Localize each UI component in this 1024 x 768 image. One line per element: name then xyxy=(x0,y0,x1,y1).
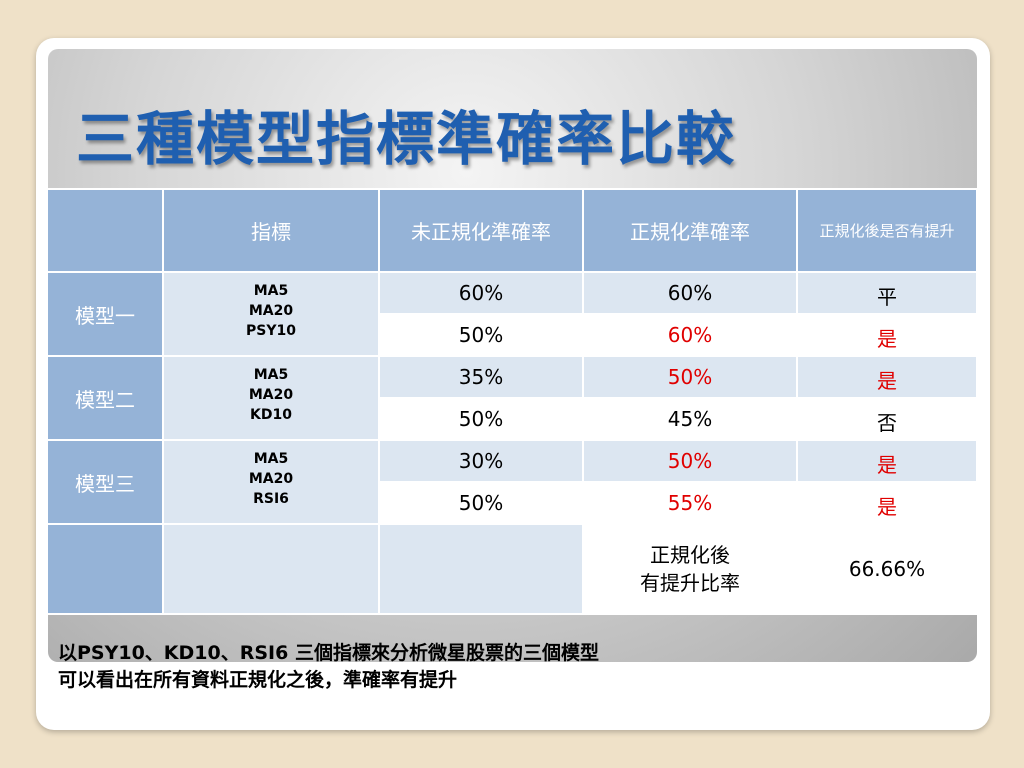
slide-caption: 以PSY10、KD10、RSI6 三個指標來分析微星股票的三個模型 可以看出在所… xyxy=(58,640,599,694)
table-row: 模型三 MA5 MA20 RSI6 30% 50% 是 xyxy=(46,439,978,525)
improved-cell: 是 xyxy=(796,481,978,525)
caption-line-2: 可以看出在所有資料正規化之後，準確率有提升 xyxy=(58,669,458,691)
table-row: 50% 60% 是 xyxy=(47,313,978,357)
accuracy-table: 指標 未正規化準確率 正規化準確率 正規化後是否有提升 模型一 MA5 MA20… xyxy=(46,188,978,615)
improved-cell: 是 xyxy=(796,313,978,357)
summary-label-line2: 有提升比率 xyxy=(640,571,740,595)
normalized-accuracy-cell: 50% xyxy=(582,439,798,483)
indicator-item: RSI6 xyxy=(253,491,289,507)
model-label: 模型二 xyxy=(46,355,164,441)
summary-empty-cell xyxy=(378,523,584,615)
caption-line-1: 以PSY10、KD10、RSI6 三個指標來分析微星股票的三個模型 xyxy=(58,642,599,664)
summary-empty-cell xyxy=(46,523,164,615)
indicator-item: MA20 xyxy=(248,471,294,487)
improved-cell: 否 xyxy=(796,397,978,441)
table-row: 50% 45% 否 xyxy=(47,397,978,441)
slide-title: 三種模型指標準確率比較 xyxy=(76,105,737,173)
normalized-accuracy-cell: 60% xyxy=(582,271,798,315)
table-row: 模型二 MA5 MA20 KD10 35% 50% 是 xyxy=(46,355,978,441)
indicator-list: MA5 MA20 PSY10 xyxy=(162,271,380,357)
normalized-accuracy-cell: 60% xyxy=(582,313,798,357)
header-improved: 正規化後是否有提升 xyxy=(796,188,978,273)
indicator-item: KD10 xyxy=(250,407,292,423)
raw-accuracy-cell: 50% xyxy=(378,397,584,441)
table-row: 模型一 MA5 MA20 PSY10 60% 60% 平 xyxy=(46,271,978,357)
header-normalized-accuracy: 正規化準確率 xyxy=(582,188,798,273)
normalized-accuracy-cell: 50% xyxy=(582,355,798,399)
raw-accuracy-cell: 30% xyxy=(378,439,584,483)
header-row: 指標 未正規化準確率 正規化準確率 正規化後是否有提升 xyxy=(46,188,978,273)
model-label: 模型三 xyxy=(46,439,164,525)
improved-cell: 是 xyxy=(796,439,978,483)
indicator-item: MA20 xyxy=(248,387,294,403)
summary-empty-cell xyxy=(162,523,380,615)
raw-accuracy-cell: 50% xyxy=(378,313,584,357)
indicator-item: MA20 xyxy=(248,303,294,319)
header-cell-empty xyxy=(46,188,164,273)
raw-accuracy-cell: 50% xyxy=(378,481,584,525)
header-improved-text: 正規化後是否有提升 xyxy=(819,221,955,240)
header-raw-accuracy: 未正規化準確率 xyxy=(378,188,584,273)
summary-label: 正規化後 有提升比率 xyxy=(582,523,798,615)
header-indicator: 指標 xyxy=(162,188,380,273)
indicator-list: MA5 MA20 KD10 xyxy=(162,355,380,441)
normalized-accuracy-cell: 55% xyxy=(582,481,798,525)
indicator-item: MA5 xyxy=(253,283,289,299)
improved-cell: 是 xyxy=(796,355,978,399)
raw-accuracy-cell: 35% xyxy=(378,355,584,399)
indicator-list: MA5 MA20 RSI6 xyxy=(162,439,380,525)
summary-label-line1: 正規化後 xyxy=(650,543,730,567)
summary-value: 66.66% xyxy=(796,523,978,615)
model-label: 模型一 xyxy=(46,271,164,357)
raw-accuracy-cell: 60% xyxy=(378,271,584,315)
improved-cell: 平 xyxy=(796,271,978,315)
indicator-item: PSY10 xyxy=(246,323,296,339)
indicator-item: MA5 xyxy=(253,451,289,467)
normalized-accuracy-cell: 45% xyxy=(582,397,798,441)
indicator-item: MA5 xyxy=(253,367,289,383)
summary-row: 正規化後 有提升比率 66.66% xyxy=(46,523,978,615)
table-row: 50% 55% 是 xyxy=(47,481,978,525)
